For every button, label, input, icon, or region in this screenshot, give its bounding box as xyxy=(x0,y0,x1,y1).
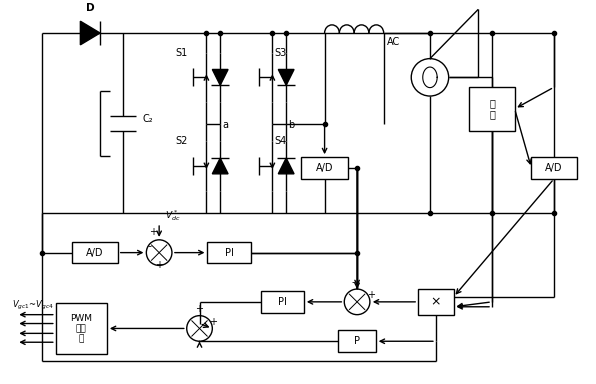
Text: +: + xyxy=(149,227,157,237)
Bar xyxy=(418,289,454,314)
Text: -: - xyxy=(351,277,355,287)
Text: PWM
发生
器: PWM 发生 器 xyxy=(70,314,92,343)
Text: +: + xyxy=(195,304,203,314)
Text: a: a xyxy=(222,119,228,129)
Text: A/D: A/D xyxy=(86,248,104,258)
Text: A/D: A/D xyxy=(316,163,333,173)
Text: 同
步: 同 步 xyxy=(489,98,495,120)
Bar xyxy=(301,157,348,179)
Text: $V_{dc}^*$: $V_{dc}^*$ xyxy=(165,208,181,223)
Bar xyxy=(56,303,107,354)
Text: $V_{gc1}$~$V_{gc4}$: $V_{gc1}$~$V_{gc4}$ xyxy=(13,299,54,312)
Bar xyxy=(532,157,577,179)
Polygon shape xyxy=(80,21,100,45)
Text: S3: S3 xyxy=(274,48,287,58)
Polygon shape xyxy=(278,70,294,85)
Text: P: P xyxy=(354,336,360,346)
Bar xyxy=(339,330,376,352)
Text: +: + xyxy=(367,290,375,300)
Text: ×: × xyxy=(431,295,441,308)
Polygon shape xyxy=(212,70,228,85)
Bar xyxy=(260,291,304,313)
Polygon shape xyxy=(212,158,228,174)
Text: S1: S1 xyxy=(175,48,187,58)
Bar xyxy=(470,87,515,131)
Text: PI: PI xyxy=(225,248,234,258)
Text: A/D: A/D xyxy=(545,163,563,173)
Text: C₂: C₂ xyxy=(142,114,153,124)
Text: S4: S4 xyxy=(274,136,287,146)
Text: +: + xyxy=(155,260,163,270)
Text: b: b xyxy=(288,119,294,129)
Polygon shape xyxy=(278,158,294,174)
Bar xyxy=(73,242,118,263)
Text: S2: S2 xyxy=(175,136,187,146)
Text: D: D xyxy=(86,3,95,13)
Text: PI: PI xyxy=(278,297,287,307)
Bar xyxy=(207,242,251,263)
Text: +: + xyxy=(209,316,218,326)
Text: -: - xyxy=(147,241,151,251)
Text: AC: AC xyxy=(387,37,400,47)
